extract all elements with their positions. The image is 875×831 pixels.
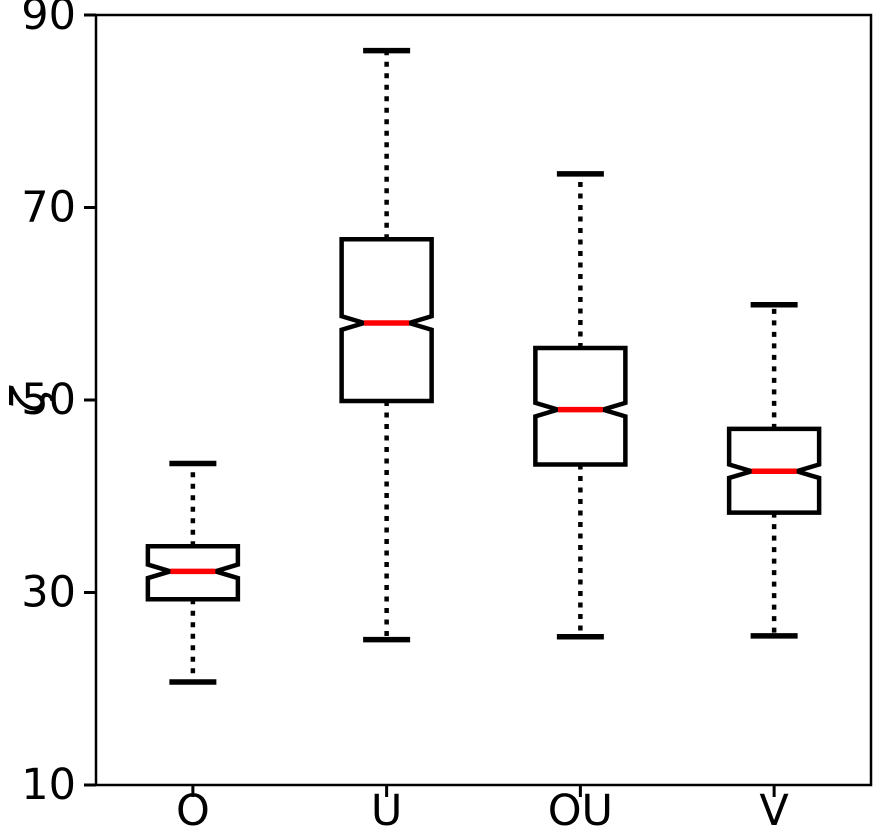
y-tick-label-10: 10 <box>21 760 76 810</box>
box-OU <box>533 345 628 467</box>
y-axis-label: ζ <box>1 385 55 414</box>
x-tick-label-U: U <box>371 786 402 831</box>
box-U <box>339 237 434 404</box>
y-tick-label-90: 90 <box>21 0 76 40</box>
x-tick-label-O: O <box>176 786 210 831</box>
plot-frame <box>94 13 873 787</box>
box-V <box>726 426 822 515</box>
x-tick-label-OU: OU <box>548 786 613 831</box>
y-tick-label-50: 50 <box>21 375 76 425</box>
x-tick-label-V: V <box>759 786 789 831</box>
box-O <box>145 544 241 602</box>
y-tick-label-30: 30 <box>21 568 76 618</box>
y-tick-label-70: 70 <box>21 183 76 233</box>
